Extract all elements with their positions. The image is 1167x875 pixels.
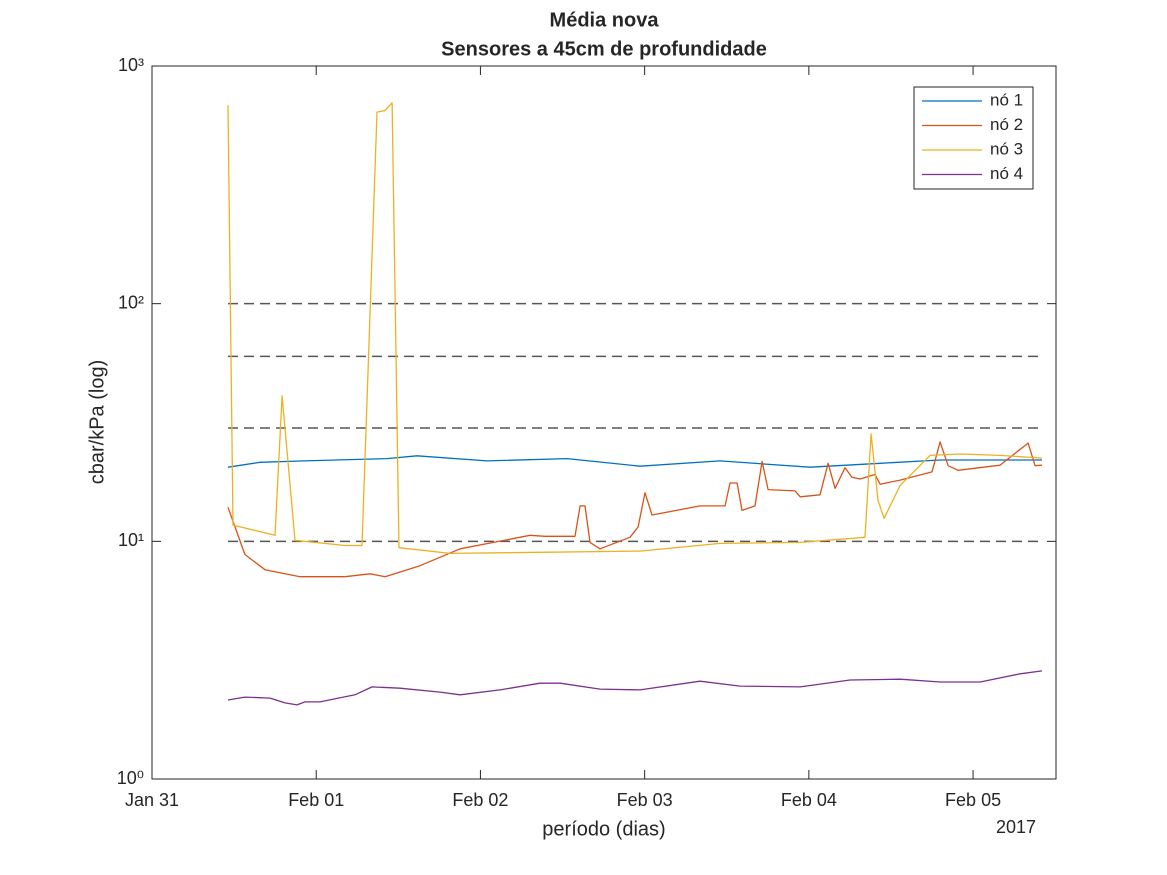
y-tick-label: 10² [118, 292, 144, 312]
x-tick-label: Feb 04 [781, 790, 837, 810]
x-secondary-label: 2017 [996, 817, 1036, 837]
x-tick-label: Jan 31 [125, 790, 179, 810]
x-axis-label: período (dias) [542, 818, 665, 840]
y-tick-label: 10³ [118, 55, 144, 75]
chart-title: Média nova [550, 9, 660, 31]
x-tick-label: Feb 02 [452, 790, 508, 810]
x-tick-label: Feb 01 [288, 790, 344, 810]
series-line [227, 670, 1043, 706]
y-tick-label: 10¹ [118, 530, 144, 550]
series-line [227, 441, 1043, 578]
series-line [227, 102, 1043, 555]
legend-label: nó 3 [990, 139, 1023, 158]
plot-area [151, 65, 1057, 780]
y-axis-label: cbar/kPa (log) [86, 360, 108, 485]
legend-label: nó 1 [990, 90, 1023, 109]
chart-subtitle: Sensores a 45cm de profundidade [441, 38, 767, 60]
legend-label: nó 2 [990, 115, 1023, 134]
legend-label: nó 4 [990, 164, 1023, 183]
y-tick-label: 10⁰ [117, 768, 144, 788]
legend-box [913, 86, 1034, 190]
series-line [227, 455, 1042, 468]
x-tick-label: Feb 03 [617, 790, 673, 810]
x-tick-label: Feb 05 [945, 790, 1001, 810]
